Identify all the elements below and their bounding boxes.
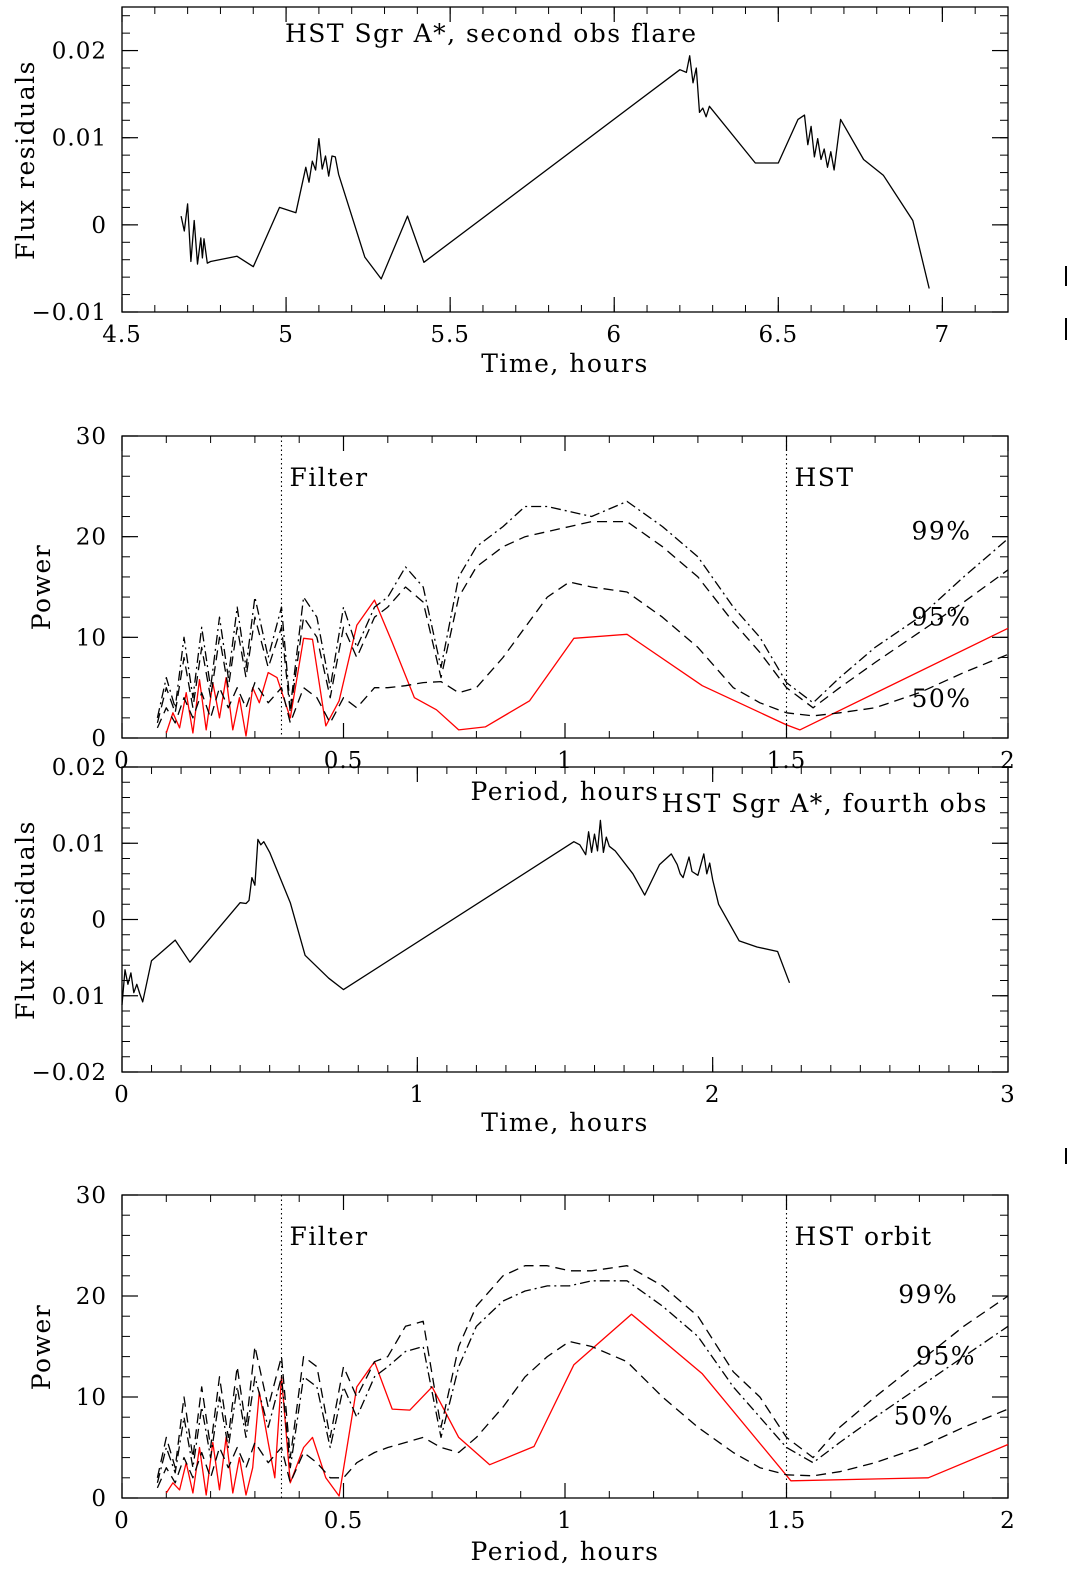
series-line: [180, 55, 930, 289]
y-axis-label: Power: [27, 1304, 56, 1391]
y-tick-label: 0: [91, 726, 107, 752]
y-axis-label: Power: [27, 544, 56, 631]
y-tick-label: 0: [91, 213, 107, 239]
series-line: [156, 581, 1009, 729]
x-tick-label: 0: [114, 1508, 130, 1534]
x-tick-label: 0.5: [324, 748, 364, 774]
y-tick-label: 0.02: [52, 755, 107, 781]
reference-line-label: HST orbit: [795, 1222, 933, 1251]
series-group: [121, 819, 791, 1005]
y-tick-label: 10: [76, 625, 107, 651]
x-tick-label: 5: [278, 322, 294, 348]
series-line: [156, 1340, 1009, 1489]
tick-marks: [121, 7, 1009, 313]
x-tick-label: 1.5: [767, 1508, 807, 1534]
significance-label: 50%: [894, 1401, 954, 1430]
panel-second-obs-flux: 4.5 5 5.5 6 6.5 7 −0.01 0 0.01 0.02 HST Sgr A*, s…: [11, 6, 1009, 378]
series-line: [156, 1280, 1009, 1483]
significance-label: 50%: [912, 684, 972, 713]
chart-annotations: Filter HST orbit 99% 95% 50%: [280, 1195, 976, 1498]
significance-label: 99%: [898, 1280, 958, 1309]
y-tick-label: 20: [76, 525, 107, 551]
reference-line-label: Filter: [289, 1222, 368, 1251]
series-line: [165, 599, 1009, 737]
series-group: [156, 500, 1009, 737]
y-tick-label: 20: [76, 1284, 107, 1310]
y-tick-label: 0.01: [52, 984, 107, 1010]
y-tick-label: 0.01: [52, 831, 107, 857]
series-line: [156, 520, 1009, 724]
tick-marks: [121, 1194, 1009, 1499]
tick-labels: 4.5 5 5.5 6 6.5 7 −0.01 0 0.01 0.02: [32, 39, 951, 348]
tick-marks: [121, 766, 1009, 1073]
x-tick-label: 3: [1000, 1082, 1016, 1108]
x-tick-label: 6: [606, 322, 622, 348]
x-tick-label: 5.5: [430, 322, 470, 348]
y-axis-label: Flux residuals: [11, 60, 40, 260]
x-tick-label: 1: [410, 1082, 426, 1108]
chart-title: HST Sgr A*, fourth obs: [662, 789, 988, 818]
y-tick-label: 0: [91, 1486, 107, 1512]
y-tick-label: 10: [76, 1385, 107, 1411]
chart-annotations: Filter HST 99% 95% 50%: [280, 436, 972, 738]
x-axis-label: Period, hours: [471, 777, 660, 806]
x-tick-label: 0.5: [324, 1508, 364, 1534]
x-tick-label: 7: [935, 322, 951, 348]
panel-fourth-obs-flux: 0 1 2 3 −0.02 0.01 0 0.01 0.02 HST Sgr A*, fourt…: [11, 755, 1016, 1137]
series-line: [156, 1265, 1009, 1478]
y-tick-label: −0.02: [32, 1060, 107, 1086]
reference-line-label: HST: [795, 463, 855, 492]
y-tick-label: 0.01: [52, 126, 107, 152]
series-line: [121, 819, 791, 1005]
plot-frame: [121, 6, 1009, 313]
series-group: [180, 55, 930, 289]
y-tick-label: 0.02: [52, 39, 107, 65]
y-axis-label: Flux residuals: [11, 820, 40, 1020]
y-tick-label: 30: [76, 424, 107, 450]
x-axis-label: Period, hours: [471, 1537, 660, 1566]
x-tick-label: 1: [557, 1508, 573, 1534]
significance-label: 95%: [912, 602, 972, 631]
y-tick-label: 0: [91, 908, 107, 934]
x-tick-label: 0: [114, 1082, 130, 1108]
x-tick-label: 2: [705, 1082, 721, 1108]
x-tick-label: 2: [1000, 1508, 1016, 1534]
series-line: [156, 500, 1009, 719]
y-tick-label: −0.01: [32, 300, 107, 326]
series-group: [156, 1265, 1009, 1497]
chart-title: HST Sgr A*, second obs flare: [285, 19, 697, 48]
significance-label: 95%: [916, 1342, 976, 1371]
reference-line-label: Filter: [289, 463, 368, 492]
x-axis-label: Time, hours: [481, 1108, 649, 1137]
x-tick-label: 4.5: [102, 322, 142, 348]
x-tick-label: 1.5: [767, 748, 807, 774]
tick-labels: 0 1 2 3 −0.02 0.01 0 0.01 0.02: [32, 755, 1016, 1108]
y-tick-label: 30: [76, 1183, 107, 1209]
tick-marks: [121, 435, 1009, 739]
x-axis-label: Time, hours: [481, 349, 649, 378]
series-line: [165, 1313, 1009, 1497]
significance-label: 99%: [912, 517, 972, 546]
x-tick-label: 6.5: [759, 322, 799, 348]
